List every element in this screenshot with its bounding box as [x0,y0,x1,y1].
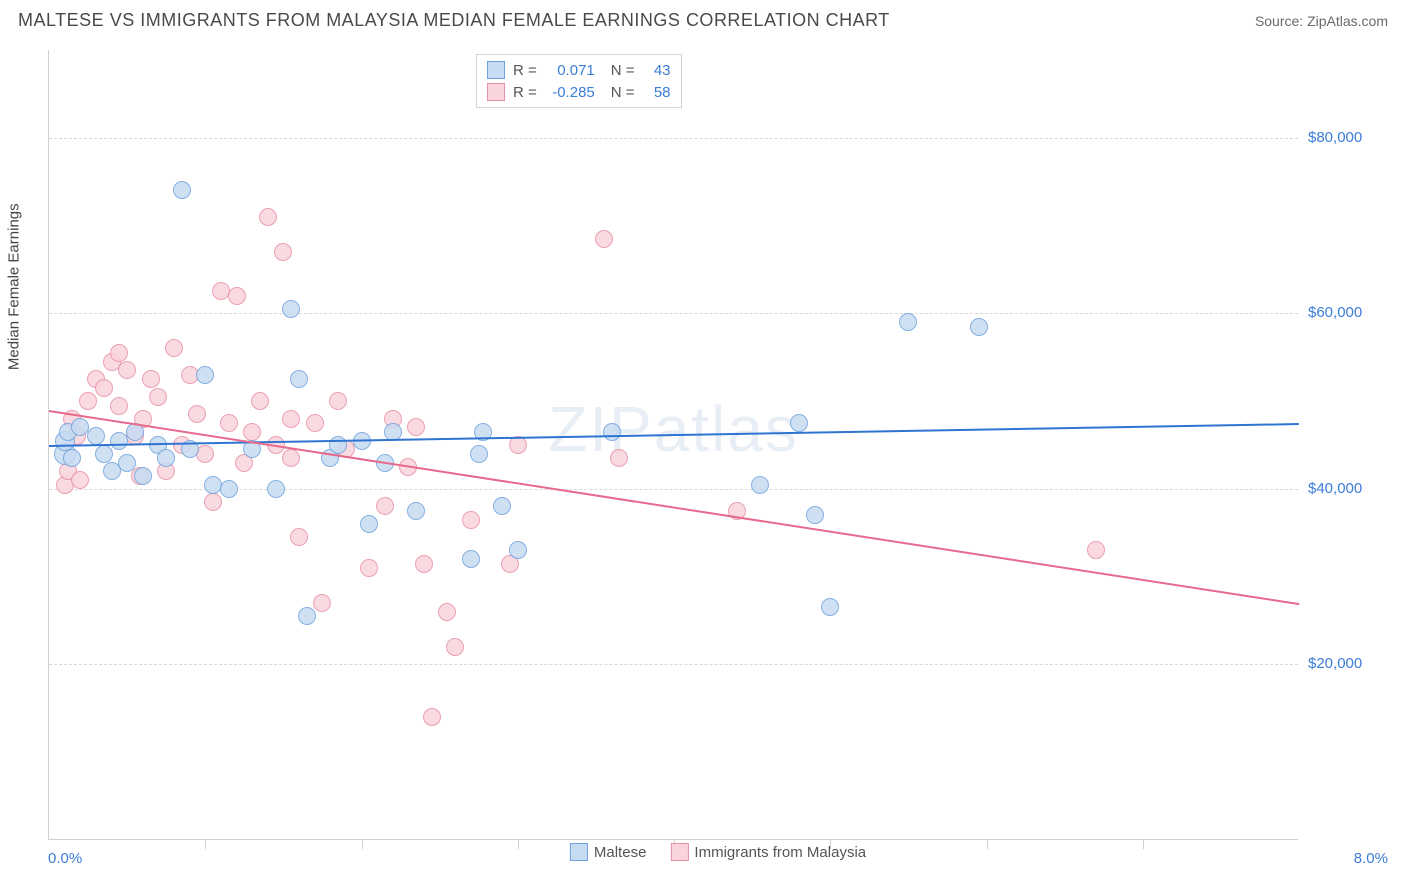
data-point [899,313,917,331]
data-point [329,436,347,454]
data-point [204,493,222,511]
stats-swatch-malaysia [487,83,505,101]
data-point [63,449,81,467]
data-point [71,471,89,489]
y-tick-label: $20,000 [1308,655,1378,672]
data-point [79,392,97,410]
data-point [142,370,160,388]
x-tick [1143,839,1144,849]
data-point [821,598,839,616]
data-point [95,379,113,397]
data-point [196,445,214,463]
data-point [188,405,206,423]
data-point [196,366,214,384]
watermark: ZIPatlas [548,392,799,466]
data-point [110,344,128,362]
data-point [251,392,269,410]
data-point [407,502,425,520]
legend-item-maltese: Maltese [570,843,647,861]
data-point [806,506,824,524]
data-point [790,414,808,432]
data-point [306,414,324,432]
data-point [118,454,136,472]
stats-swatch-maltese [487,61,505,79]
data-point [290,528,308,546]
data-point [149,388,167,406]
data-point [595,230,613,248]
data-point [446,638,464,656]
chart-title: MALTESE VS IMMIGRANTS FROM MALAYSIA MEDI… [18,10,890,31]
gridline [49,138,1298,139]
data-point [423,708,441,726]
data-point [228,287,246,305]
data-point [290,370,308,388]
x-tick [987,839,988,849]
x-axis-min-label: 0.0% [48,850,82,867]
data-point [462,511,480,529]
data-point [259,208,277,226]
data-point [165,339,183,357]
y-tick-label: $40,000 [1308,480,1378,497]
data-point [157,449,175,467]
legend-item-malaysia: Immigrants from Malaysia [670,843,866,861]
data-point [282,449,300,467]
data-point [751,476,769,494]
x-tick [205,839,206,849]
gridline [49,664,1298,665]
data-point [376,497,394,515]
data-point [493,497,511,515]
stats-row-maltese: R = 0.071 N = 43 [487,59,671,81]
data-point [415,555,433,573]
plot-area: ZIPatlas [48,50,1298,840]
legend-swatch-maltese [570,843,588,861]
data-point [118,361,136,379]
data-point [243,423,261,441]
data-point [329,392,347,410]
data-point [87,427,105,445]
legend-swatch-malaysia [670,843,688,861]
data-point [95,445,113,463]
data-point [360,515,378,533]
gridline [49,313,1298,314]
chart-header: MALTESE VS IMMIGRANTS FROM MALAYSIA MEDI… [0,0,1406,36]
stats-row-malaysia: R = -0.285 N = 58 [487,81,671,103]
chart-source: Source: ZipAtlas.com [1255,13,1388,29]
data-point [220,480,238,498]
data-point [110,397,128,415]
data-point [438,603,456,621]
data-point [970,318,988,336]
x-tick [518,839,519,849]
data-point [603,423,621,441]
data-point [282,300,300,318]
chart-container: Median Female Earnings ZIPatlas 0.0% 8.0… [48,50,1388,840]
data-point [1087,541,1105,559]
data-point [134,467,152,485]
data-point [274,243,292,261]
data-point [610,449,628,467]
y-tick-label: $80,000 [1308,129,1378,146]
data-point [407,418,425,436]
data-point [509,541,527,559]
y-axis-title: Median Female Earnings [6,203,23,370]
x-tick [362,839,363,849]
y-tick-label: $60,000 [1308,304,1378,321]
data-point [220,414,238,432]
data-point [462,550,480,568]
bottom-legend: Maltese Immigrants from Malaysia [570,843,866,861]
data-point [298,607,316,625]
trend-line [49,410,1299,605]
stats-box: R = 0.071 N = 43 R = -0.285 N = 58 [476,54,682,108]
data-point [282,410,300,428]
data-point [470,445,488,463]
data-point [360,559,378,577]
data-point [313,594,331,612]
data-point [267,480,285,498]
x-axis-max-label: 8.0% [1354,850,1388,867]
data-point [173,181,191,199]
